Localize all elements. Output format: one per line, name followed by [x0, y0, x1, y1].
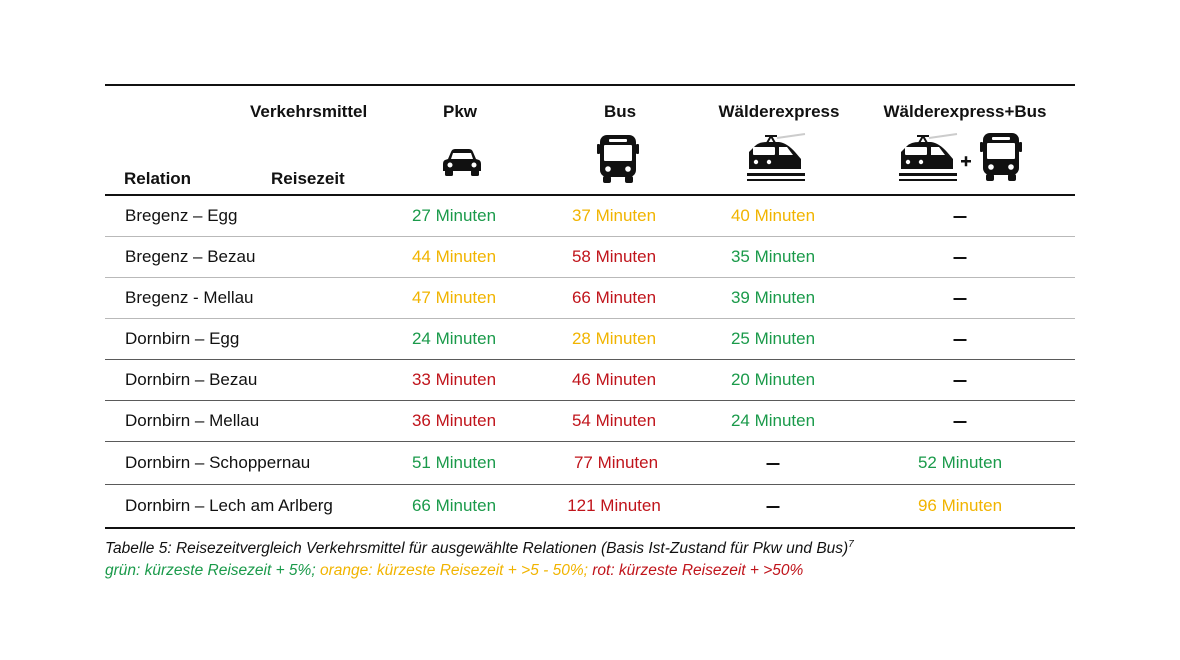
cell-waelderexpress: 24 Minuten	[730, 411, 816, 430]
bus-icon	[980, 133, 1022, 181]
table-row: Bregenz – Bezau 44 Minuten 58 Minuten 35…	[105, 237, 1075, 277]
cell-relation: Dornbirn – Schoppernau	[125, 453, 311, 472]
cell-waelderexpress-bus: –	[953, 329, 967, 349]
cell-waelderexpress-bus: –	[953, 206, 967, 226]
dash-mark: –	[953, 420, 967, 423]
train-icon	[899, 133, 958, 181]
cell-bus: 28 Minuten	[571, 329, 657, 348]
cell-relation: Dornbirn – Mellau	[125, 411, 260, 430]
colhead-pkw: Pkw	[442, 102, 478, 121]
cell-pkw: 36 Minuten	[411, 411, 497, 430]
row-divider	[105, 277, 1075, 278]
table-top-rule	[105, 84, 1075, 86]
cell-waelderexpress: 25 Minuten	[730, 329, 816, 348]
header-verkehrsmittel: Verkehrsmittel	[250, 102, 368, 121]
cell-relation: Dornbirn – Egg	[125, 329, 240, 348]
cell-bus: 77 Minuten	[573, 453, 659, 472]
table-row: Bregenz – Egg 27 Minuten 37 Minuten 40 M…	[105, 196, 1075, 236]
car-icon	[443, 149, 481, 176]
cell-relation: Bregenz – Egg	[125, 206, 238, 225]
colhead-bus: Bus	[603, 102, 637, 121]
dash-mark: –	[766, 505, 780, 508]
cell-pkw: 44 Minuten	[411, 247, 497, 266]
cell-bus: 121 Minuten	[567, 496, 661, 515]
caption-text: Tabelle 5: Reisezeitvergleich Verkehrsmi…	[105, 540, 849, 558]
caption-title: Tabelle 5: Reisezeitvergleich Verkehrsmi…	[105, 534, 1105, 560]
cell-waelderexpress-bus: 96 Minuten	[917, 496, 1003, 515]
cell-waelderexpress: 35 Minuten	[730, 247, 816, 266]
plus-icon	[961, 156, 971, 167]
cell-pkw: 51 Minuten	[411, 453, 497, 472]
cell-relation: Dornbirn – Bezau	[125, 370, 258, 389]
dash-mark: –	[953, 338, 967, 341]
cell-pkw: 24 Minuten	[411, 329, 497, 348]
dash-mark: –	[953, 256, 967, 259]
cell-pkw: 27 Minuten	[411, 206, 497, 225]
header-relation: Relation	[124, 169, 192, 188]
row-divider	[105, 484, 1075, 485]
cell-bus: 66 Minuten	[571, 288, 657, 307]
colhead-waelderexpress-bus: Wälderexpress+Bus	[883, 102, 1047, 121]
cell-pkw: 33 Minuten	[411, 370, 497, 389]
legend-green: grün: kürzeste Reisezeit + 5%;	[105, 562, 316, 580]
bus-icon	[597, 135, 639, 183]
cell-pkw: 47 Minuten	[411, 288, 497, 307]
train-plus-bus-icon	[899, 133, 1022, 181]
cell-relation: Dornbirn – Lech am Arlberg	[125, 496, 333, 515]
table-row: Dornbirn – Schoppernau 51 Minuten 77 Min…	[105, 442, 1075, 484]
cell-waelderexpress: –	[766, 496, 780, 516]
table-row: Dornbirn – Egg 24 Minuten 28 Minuten 25 …	[105, 319, 1075, 359]
dash-mark: –	[953, 297, 967, 300]
cell-waelderexpress: 20 Minuten	[730, 370, 816, 389]
cell-waelderexpress: 39 Minuten	[730, 288, 816, 307]
cell-waelderexpress-bus: –	[953, 411, 967, 431]
cell-bus: 58 Minuten	[571, 247, 657, 266]
dash-mark: –	[953, 379, 967, 382]
cell-waelderexpress-bus: 52 Minuten	[917, 453, 1003, 472]
row-divider	[105, 441, 1075, 442]
table-row: Dornbirn – Mellau 36 Minuten 54 Minuten …	[105, 401, 1075, 441]
row-divider	[105, 359, 1075, 360]
train-icon	[747, 133, 806, 181]
cell-waelderexpress: 40 Minuten	[730, 206, 816, 225]
row-divider	[105, 236, 1075, 237]
cell-bus: 37 Minuten	[571, 206, 657, 225]
table-row: Bregenz - Mellau 47 Minuten 66 Minuten 3…	[105, 278, 1075, 318]
cell-waelderexpress-bus: –	[953, 288, 967, 308]
table-bottom-rule	[105, 527, 1075, 529]
caption-legend: grün: kürzeste Reisezeit + 5%; orange: k…	[105, 560, 1105, 582]
table-row: Dornbirn – Lech am Arlberg 66 Minuten 12…	[105, 485, 1075, 527]
cell-relation: Bregenz – Bezau	[125, 247, 256, 266]
cell-bus: 54 Minuten	[571, 411, 657, 430]
cell-waelderexpress: –	[766, 453, 780, 473]
legend-red: rot: kürzeste Reisezeit + >50%	[587, 562, 804, 580]
table-header: Verkehrsmittel Relation Reisezeit Pkw Bu…	[105, 86, 1075, 194]
table-row: Dornbirn – Bezau 33 Minuten 46 Minuten 2…	[105, 360, 1075, 400]
dash-mark: –	[953, 215, 967, 218]
table-caption: Tabelle 5: Reisezeitvergleich Verkehrsmi…	[105, 534, 1105, 582]
header-reisezeit: Reisezeit	[271, 169, 345, 188]
cell-waelderexpress-bus: –	[953, 247, 967, 267]
footnote-marker: 7	[848, 539, 854, 550]
cell-relation: Bregenz - Mellau	[125, 288, 254, 307]
cell-waelderexpress-bus: –	[953, 370, 967, 390]
cell-pkw: 66 Minuten	[411, 496, 497, 515]
colhead-waelderexpress: Wälderexpress	[718, 102, 840, 121]
row-divider	[105, 318, 1075, 319]
travel-time-table: Verkehrsmittel Relation Reisezeit Pkw Bu…	[105, 84, 1075, 529]
row-divider	[105, 400, 1075, 401]
dash-mark: –	[766, 462, 780, 465]
cell-bus: 46 Minuten	[571, 370, 657, 389]
header-bottom-rule	[105, 194, 1075, 196]
legend-orange: orange: kürzeste Reisezeit + >5 - 50%;	[315, 562, 588, 580]
